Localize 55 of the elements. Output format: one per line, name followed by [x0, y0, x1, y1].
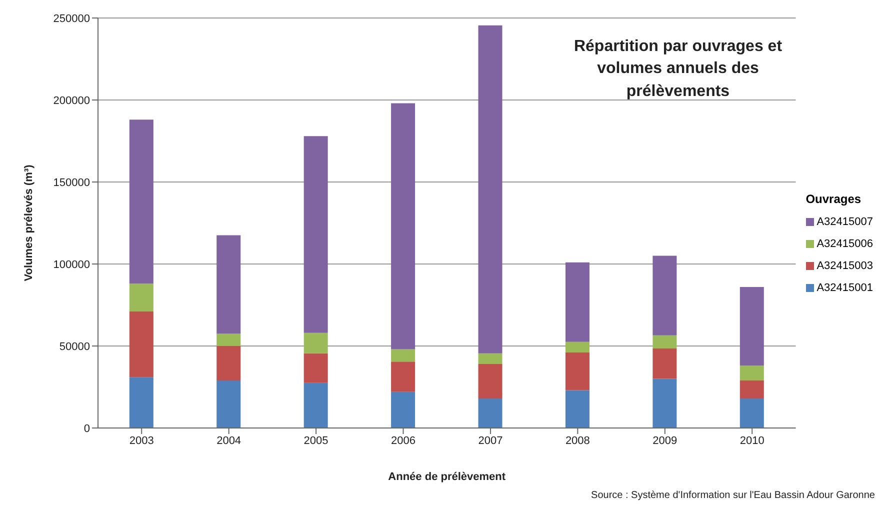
bar [565, 262, 590, 342]
bar [129, 284, 154, 312]
bar [304, 353, 328, 383]
bar [565, 390, 590, 428]
bar [740, 380, 764, 398]
bar [565, 352, 590, 390]
x-tick-label: 2010 [740, 434, 764, 447]
bar [391, 103, 416, 350]
bar [129, 377, 154, 428]
bar [216, 334, 241, 346]
bar [391, 362, 416, 392]
bar [216, 235, 241, 334]
bar [565, 342, 590, 353]
x-tick-label: 2006 [391, 434, 416, 447]
text: Répartition par ouvrages et volumes annuels des prélèvements [572, 37, 784, 102]
y-tick-label: 200000 [53, 94, 90, 107]
y-tick-label: 0 [84, 422, 90, 435]
bar [478, 364, 502, 398]
bar [740, 366, 764, 380]
bar [740, 398, 764, 428]
legend-label: A32415007 [816, 216, 873, 228]
y-tick-label: 150000 [53, 176, 90, 189]
bar [478, 353, 502, 364]
legend-label: A32415001 [816, 282, 873, 294]
bar [304, 382, 328, 428]
x-axis-title: Année de prélèvement [388, 471, 506, 483]
bar [391, 392, 416, 428]
legend-title: Ouvrages [806, 192, 862, 206]
bar [129, 312, 154, 378]
y-tick-label: 250000 [53, 12, 90, 25]
x-tick-label: 2008 [565, 434, 590, 447]
x-tick-label: 2004 [216, 434, 242, 447]
legend-label: A32415006 [816, 238, 873, 250]
y-tick-label: 100000 [53, 258, 90, 271]
bar [391, 349, 416, 362]
bar [652, 256, 677, 336]
bar [740, 286, 764, 366]
x-tick-label: 2009 [652, 434, 678, 447]
y-tick-label: 50000 [59, 340, 90, 353]
bar [652, 335, 677, 348]
bar [652, 378, 677, 428]
bar [478, 25, 502, 354]
bar [478, 398, 502, 428]
source-note: Source : Système d'Information sur l'Eau Bassin Adour Garonne [591, 490, 875, 501]
x-tick-label: 2003 [129, 434, 154, 447]
bar [216, 346, 241, 380]
bar [129, 120, 154, 284]
bar [216, 380, 241, 428]
legend-label: A32415003 [816, 260, 873, 272]
bar [652, 348, 677, 379]
bar [304, 136, 328, 333]
bar [304, 332, 328, 354]
x-tick-label: 2007 [478, 434, 503, 447]
x-tick-label: 2005 [304, 434, 328, 447]
y-axis-title: Volumes prélevés (m³) [22, 164, 35, 282]
